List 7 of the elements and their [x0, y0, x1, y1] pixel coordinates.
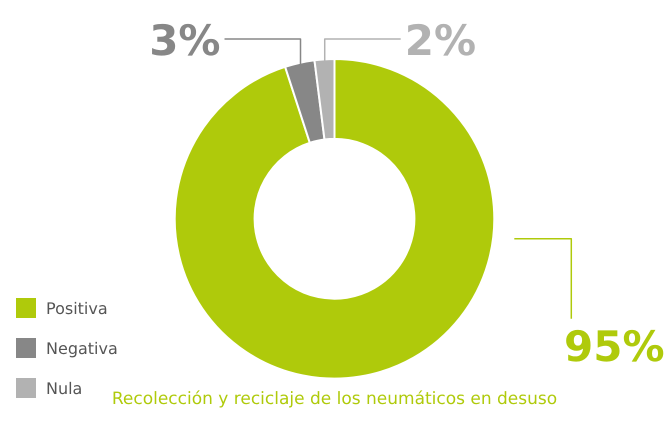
data-label: 2%: [404, 16, 476, 65]
data-label: 95%: [564, 322, 665, 371]
legend-label: Nula: [46, 378, 82, 398]
data-label: 3%: [149, 16, 221, 65]
legend-label: Positiva: [46, 298, 108, 318]
text: Recolección y reciclaje de los neumáticos en desuso: [112, 389, 558, 410]
legend-label: Negativa: [46, 338, 118, 358]
